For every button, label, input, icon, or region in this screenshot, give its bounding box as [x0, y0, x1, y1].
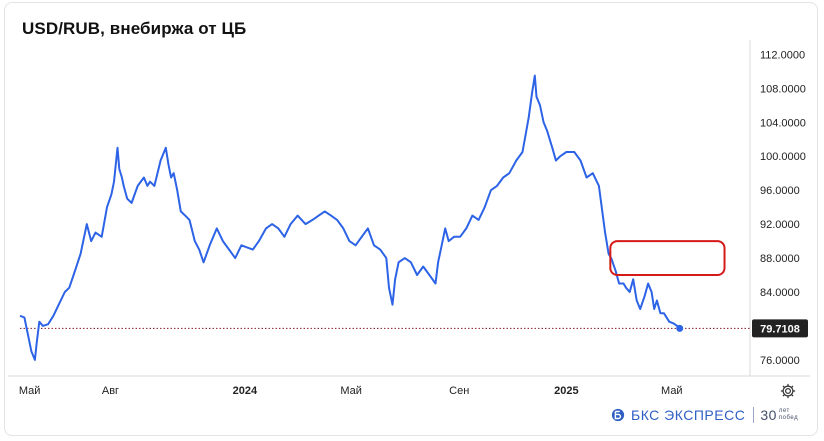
- x-tick-label: Май: [19, 385, 41, 397]
- y-tick-label: 104.0000: [760, 117, 806, 129]
- y-tick-label: 76.0000: [760, 355, 800, 367]
- highlight-annotation-box: [609, 240, 726, 277]
- y-tick-label: 96.0000: [760, 185, 800, 197]
- anniversary-number: 30: [760, 407, 777, 423]
- x-tick-label: Авг: [102, 385, 119, 397]
- x-tick-label: Май: [340, 385, 362, 397]
- brand-name: БКС ЭКСПРЕСС: [631, 407, 746, 423]
- y-tick-label: 88.0000: [760, 253, 800, 265]
- last-point-marker: [676, 324, 684, 332]
- y-tick-label: 92.0000: [760, 219, 800, 231]
- x-tick-label: 2025: [554, 385, 578, 397]
- x-tick-label: Сен: [449, 385, 469, 397]
- brand-footer: БКС ЭКСПРЕСС 30 лет побед: [611, 404, 801, 426]
- chart-card: [4, 2, 818, 436]
- last-value-label: 79.7108: [760, 323, 800, 335]
- gear-icon[interactable]: [779, 382, 797, 400]
- y-tick-label: 112.0000: [760, 49, 805, 61]
- series-line: [19, 74, 681, 361]
- anniversary-mark: 30 лет побед: [753, 407, 801, 423]
- bks-logo-icon: [611, 408, 625, 422]
- y-tick-label: 84.0000: [760, 287, 800, 299]
- y-tick-label: 100.0000: [760, 151, 806, 163]
- x-tick-label: Май: [661, 385, 683, 397]
- x-tick-label: 2024: [233, 385, 258, 397]
- last-value-badge: [752, 319, 808, 338]
- chart-title: USD/RUB, внебиржа от ЦБ: [22, 19, 247, 38]
- anniversary-text: лет побед: [778, 408, 799, 421]
- y-tick-label: 108.0000: [760, 83, 806, 95]
